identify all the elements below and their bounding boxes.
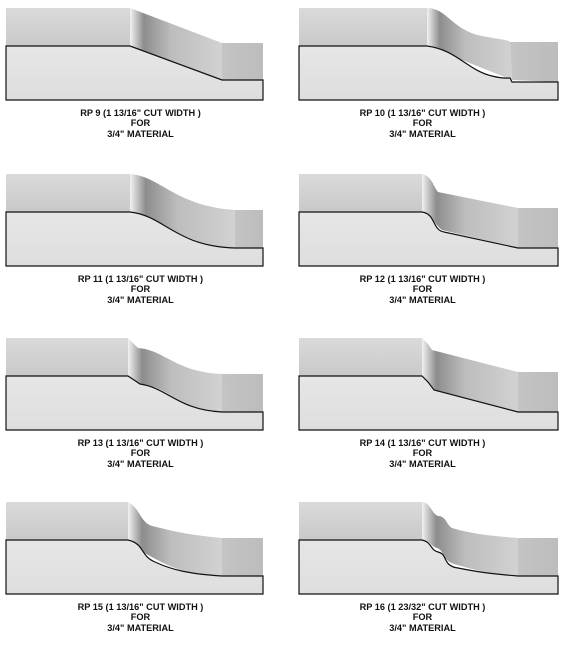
bevel-surface	[128, 502, 222, 576]
flat-surface	[510, 42, 558, 82]
top-band	[6, 338, 128, 376]
profile-rp10: RP 10 (1 13/16" CUT WIDTH ) FOR 3/4" MAT…	[282, 0, 563, 158]
flat-surface	[222, 43, 263, 80]
profile-rp16: RP 16 (1 23/32" CUT WIDTH ) FOR 3/4" MAT…	[282, 494, 563, 652]
profile-drawing	[298, 502, 559, 595]
profile-for: FOR	[130, 118, 151, 129]
flat-surface	[222, 538, 263, 576]
front-face	[298, 375, 559, 431]
profile-material: 3/4" MATERIAL	[389, 128, 456, 139]
top-band	[299, 502, 422, 540]
top-band	[6, 174, 130, 212]
profile-material: 3/4" MATERIAL	[107, 458, 174, 469]
profile-material: 3/4" MATERIAL	[107, 128, 174, 139]
profile-for: FOR	[130, 612, 151, 623]
profile-rp12: RP 12 (1 13/16" CUT WIDTH ) FOR 3/4" MAT…	[282, 166, 563, 324]
profile-model: RP 14 (1 13/16" CUT WIDTH )	[359, 438, 486, 448]
profile-for: FOR	[412, 448, 433, 459]
profile-drawing	[298, 338, 559, 431]
profile-model: RP 9 (1 13/16" CUT WIDTH )	[80, 108, 201, 118]
profile-model: RP 11 (1 13/16" CUT WIDTH )	[77, 274, 204, 284]
bevel-surface	[130, 8, 222, 80]
front-face	[298, 45, 559, 101]
profile-model: RP 16 (1 23/32" CUT WIDTH )	[359, 602, 486, 612]
profile-rp14: RP 14 (1 13/16" CUT WIDTH ) FOR 3/4" MAT…	[282, 330, 563, 488]
profile-material: 3/4" MATERIAL	[389, 458, 456, 469]
profile-rp11: RP 11 (1 13/16" CUT WIDTH ) FOR 3/4" MAT…	[0, 166, 281, 324]
profile-material: 3/4" MATERIAL	[389, 622, 456, 633]
profile-drawing	[5, 338, 264, 431]
profile-drawing	[298, 8, 559, 101]
profile-rp15: RP 15 (1 13/16" CUT WIDTH ) FOR 3/4" MAT…	[0, 494, 281, 652]
flat-surface	[235, 210, 263, 248]
bevel-surface	[422, 174, 518, 248]
profile-drawing	[5, 502, 264, 595]
profile-for: FOR	[130, 284, 151, 295]
profile-drawing	[5, 174, 264, 267]
profile-for: FOR	[412, 118, 433, 129]
flat-surface	[518, 538, 558, 576]
profile-for: FOR	[412, 284, 433, 295]
profile-model: RP 10 (1 13/16" CUT WIDTH )	[359, 108, 486, 118]
profile-material: 3/4" MATERIAL	[107, 294, 174, 305]
profile-material: 3/4" MATERIAL	[389, 294, 456, 305]
flat-surface	[518, 208, 558, 248]
top-band	[299, 174, 422, 212]
front-face	[5, 45, 264, 101]
profile-drawing	[5, 8, 264, 101]
front-face	[298, 539, 559, 595]
front-face	[298, 211, 559, 267]
profile-model: RP 12 (1 13/16" CUT WIDTH )	[359, 274, 486, 284]
top-band	[299, 338, 422, 376]
front-face	[5, 211, 264, 267]
profile-for: FOR	[130, 448, 151, 459]
flat-surface	[518, 372, 558, 412]
front-face	[5, 375, 264, 431]
profile-drawing	[298, 174, 559, 267]
flat-surface	[222, 374, 263, 412]
bevel-surface	[128, 338, 222, 412]
top-band	[6, 8, 130, 46]
profile-rp13: RP 13 (1 13/16" CUT WIDTH ) FOR 3/4" MAT…	[0, 330, 281, 488]
front-face	[5, 539, 264, 595]
bevel-surface	[130, 174, 235, 248]
bevel-surface	[422, 502, 518, 576]
profile-model: RP 15 (1 13/16" CUT WIDTH )	[77, 602, 204, 612]
top-band	[299, 8, 427, 46]
bevel-surface	[427, 8, 512, 80]
profile-for: FOR	[412, 612, 433, 623]
profile-material: 3/4" MATERIAL	[107, 622, 174, 633]
top-band	[6, 502, 128, 540]
profile-model: RP 13 (1 13/16" CUT WIDTH )	[77, 438, 204, 448]
profile-rp9: RP 9 (1 13/16" CUT WIDTH ) FOR 3/4" MATE…	[0, 0, 281, 158]
